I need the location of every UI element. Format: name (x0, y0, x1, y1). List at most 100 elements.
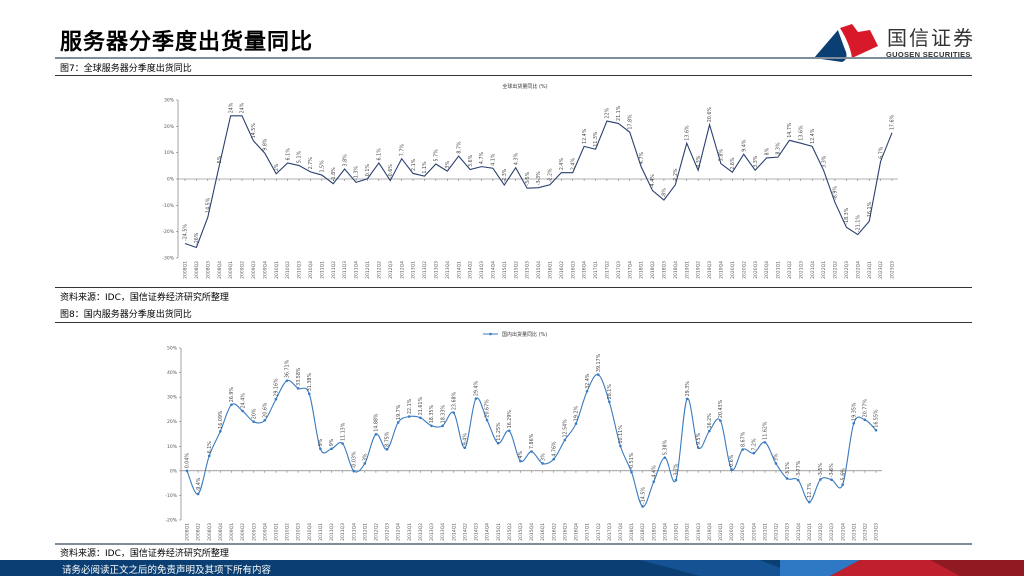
data-label: -3.5% (525, 171, 531, 185)
y-tick-label: -10% (165, 493, 177, 499)
data-label: 3% (540, 453, 546, 461)
logo-mark-icon (814, 24, 878, 62)
x-tick-label: 2009Q3 (251, 523, 257, 541)
data-label: 5.38% (663, 439, 669, 455)
data-label: -24.5% (183, 224, 189, 241)
data-label: 26.9% (229, 387, 235, 403)
x-tick-label: 2009Q3 (251, 261, 257, 279)
data-point (463, 446, 467, 450)
x-tick-label: 2011Q2 (329, 523, 335, 541)
x-tick-label: 2015Q4 (536, 261, 542, 279)
data-label: 11.25% (496, 422, 502, 441)
y-tick-label: -20% (165, 518, 177, 524)
x-tick-label: 2023Q1 (851, 523, 857, 541)
data-point (296, 387, 300, 390)
data-point (263, 418, 267, 422)
x-tick-label: 2008Q4 (217, 261, 223, 279)
data-point (507, 429, 511, 433)
data-point (741, 448, 744, 451)
x-tick-label: 2013Q2 (418, 523, 424, 541)
y-tick-label: -20% (162, 229, 174, 235)
x-tick-label: 2019Q1 (684, 261, 690, 279)
data-label: 8% (764, 147, 770, 155)
data-label: 24% (228, 102, 234, 113)
data-label: 29.4% (474, 380, 480, 396)
x-tick-label: 2009Q1 (229, 523, 235, 541)
x-tick-label: 2018Q3 (651, 523, 657, 541)
data-label: 4.7% (639, 151, 645, 164)
data-label: -2.2% (548, 168, 554, 182)
data-label: 14.7% (787, 122, 793, 138)
x-tick-label: 2020Q2 (741, 261, 747, 279)
data-label: 36.71% (285, 359, 291, 378)
data-label: 17.6% (890, 114, 896, 130)
x-tick-label: 2016Q3 (570, 261, 576, 279)
data-label: 29.3% (685, 381, 691, 397)
data-point (530, 450, 533, 453)
x-tick-label: 2014Q1 (451, 523, 457, 541)
data-label: 9.8% (263, 138, 269, 151)
x-tick-label: 2022Q4 (840, 523, 846, 541)
data-label: -3.7% (674, 463, 680, 477)
x-tick-label: 2015Q3 (525, 261, 531, 279)
data-label: 21.1% (616, 105, 622, 121)
data-point (519, 459, 522, 463)
x-tick-label: 2014Q4 (490, 261, 496, 279)
data-label: 3% (445, 161, 451, 169)
y-tick-label: 30% (164, 98, 175, 104)
x-tick-label: 2009Q2 (240, 523, 246, 541)
x-tick-label: 2018Q4 (673, 261, 679, 279)
y-tick-label: 20% (167, 419, 178, 425)
data-label: 20.6% (707, 107, 713, 123)
data-point (663, 456, 667, 459)
data-label: 31.38% (307, 373, 313, 392)
data-point (352, 469, 355, 473)
data-point (596, 373, 600, 376)
data-label: 14.5% (251, 123, 257, 139)
data-point (652, 480, 656, 483)
data-label: 8.75% (385, 431, 391, 447)
figure7-caption: 图7：全球服务器分季度出货同比 (60, 64, 192, 74)
company-logo: 国信证券 GUOSEN SECURITIES (812, 22, 992, 64)
x-tick-label: 2021Q1 (776, 261, 782, 279)
data-label: 0.04% (185, 453, 191, 469)
data-label: 1.1% (422, 161, 428, 174)
x-tick-label: 2010Q4 (307, 523, 313, 541)
data-label: 7.2% (751, 438, 757, 451)
data-point (852, 422, 856, 425)
data-label: 29.16% (274, 378, 280, 397)
x-tick-label: 2010Q2 (285, 523, 291, 541)
y-tick-label: -30% (162, 256, 174, 262)
x-tick-label: 2012Q1 (362, 523, 368, 541)
figure8-top-rule (55, 322, 972, 323)
data-point (241, 409, 244, 413)
data-label: 3% (363, 453, 369, 461)
data-label: 3% (774, 453, 780, 461)
x-tick-label: 2021Q2 (787, 261, 793, 279)
y-tick-label: 0% (170, 468, 178, 474)
data-label: -3.3% (536, 171, 542, 185)
data-label: 3.3% (696, 155, 702, 168)
x-tick-label: 2013Q1 (411, 261, 417, 279)
data-label: 12.4% (582, 128, 588, 144)
x-tick-label: 2020Q3 (740, 523, 746, 541)
data-label: 4.3% (513, 153, 519, 166)
data-label: 16.09% (218, 410, 224, 429)
data-label: 5% (217, 155, 223, 163)
x-tick-label: 2018Q2 (640, 523, 646, 541)
x-tick-label: 2020Q1 (718, 523, 724, 541)
data-label: 14.88% (374, 413, 380, 432)
x-tick-label: 2013Q1 (407, 523, 413, 541)
figure8-bottom-rule (55, 543, 972, 545)
x-tick-label: 2016Q1 (548, 261, 554, 279)
y-tick-label: 40% (167, 370, 178, 376)
x-tick-label: 2013Q3 (433, 261, 439, 279)
x-tick-label: 2010Q2 (285, 261, 291, 279)
data-point (196, 492, 200, 496)
x-tick-label: 2021Q3 (785, 523, 791, 541)
data-label: 2.6% (730, 157, 736, 170)
data-label: 11.13% (340, 422, 346, 441)
data-label: 4% (518, 450, 524, 458)
x-tick-label: 2014Q3 (474, 523, 480, 541)
data-label: -8.9% (833, 186, 839, 200)
